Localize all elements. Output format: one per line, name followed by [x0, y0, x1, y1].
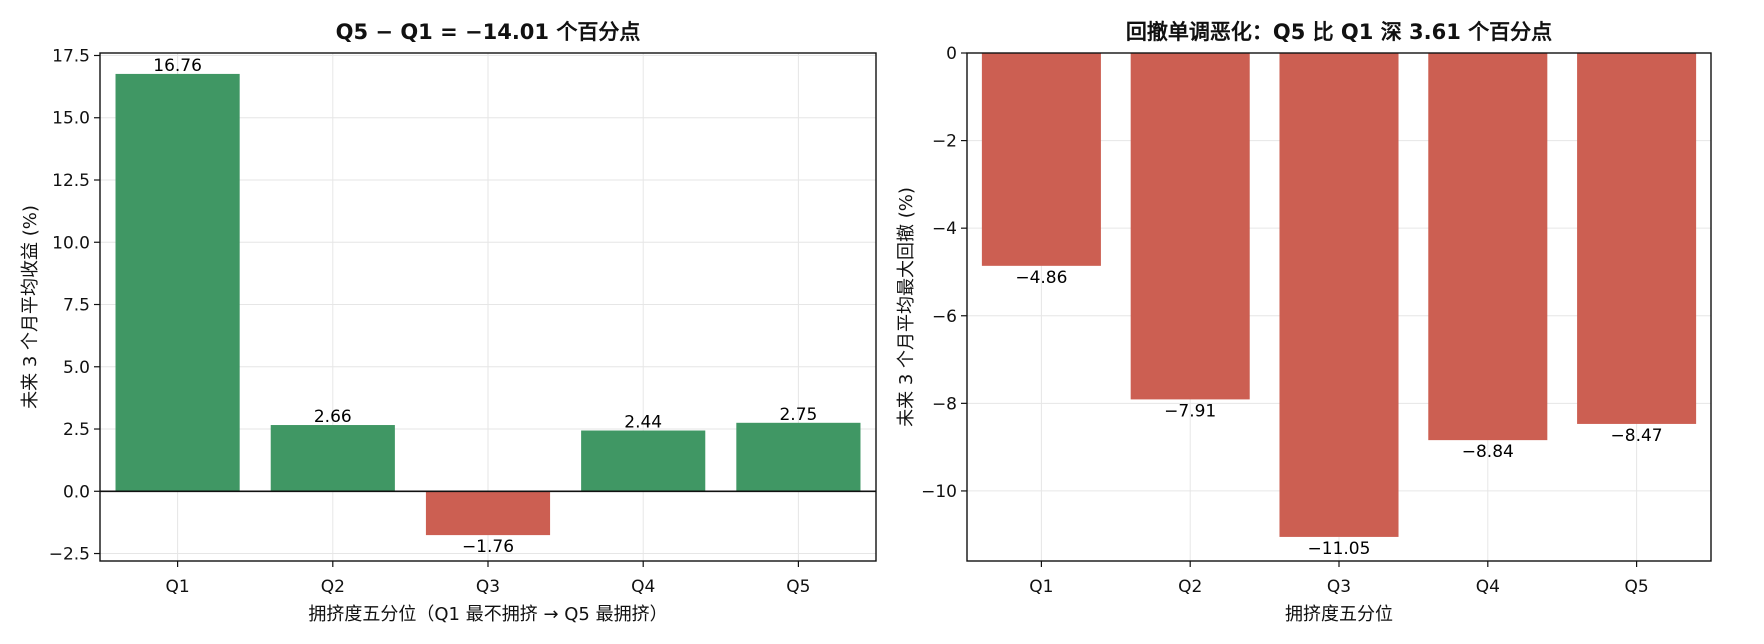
- chart-title: Q5 − Q1 = −14.01 个百分点: [336, 20, 641, 44]
- y-tick-label: 10.0: [52, 233, 90, 253]
- y-axis-label: 未来 3 个月平均收益 (%): [20, 205, 41, 409]
- data-label-q4: −8.84: [1462, 442, 1514, 462]
- chart-title: 回撤单调恶化：Q5 比 Q1 深 3.61 个百分点: [1126, 20, 1552, 44]
- y-tick-label: 7.5: [63, 296, 90, 316]
- y-tick-label: −4: [932, 219, 957, 239]
- data-label-q5: −8.47: [1611, 426, 1663, 446]
- x-tick-label: Q2: [321, 577, 345, 597]
- y-tick-label: 15.0: [52, 109, 90, 129]
- x-tick-label: Q1: [165, 577, 189, 597]
- x-tick-label: Q4: [631, 577, 655, 597]
- data-label-q2: −7.91: [1164, 401, 1216, 421]
- data-label-q3: −11.05: [1308, 539, 1371, 559]
- x-tick-label: Q3: [476, 577, 500, 597]
- bar-q4: [581, 430, 706, 492]
- data-label-q1: −4.86: [1015, 268, 1067, 288]
- y-tick-label: 17.5: [52, 46, 90, 66]
- bar-q5: [736, 422, 861, 492]
- y-tick-label: 0.0: [63, 482, 90, 502]
- x-tick-label: Q2: [1178, 577, 1202, 597]
- y-tick-label: 0: [946, 44, 957, 64]
- x-axis-label: 拥挤度五分位: [1285, 604, 1393, 625]
- y-tick-label: 2.5: [63, 420, 90, 440]
- y-tick-label: 5.0: [63, 358, 90, 378]
- data-label-q4: 2.44: [624, 413, 662, 433]
- bar-q2: [270, 425, 395, 492]
- x-tick-label: Q1: [1029, 577, 1053, 597]
- bar-q3: [425, 491, 551, 536]
- y-tick-label: −2: [932, 132, 957, 152]
- data-label-q3: −1.76: [462, 537, 514, 557]
- y-tick-label: −2.5: [49, 545, 90, 565]
- chart-panel-1: 16.76 2.66 −1.76 2.44 2.75 −2.5 0.0 2.5 5.0 7.5 10…: [20, 20, 877, 625]
- y-axis-label: 未来 3 个月平均最大回撤 (%): [896, 187, 917, 427]
- x-tick-label: Q5: [1624, 577, 1648, 597]
- y-tick-label: 12.5: [52, 171, 90, 191]
- x-tick-label: Q5: [786, 577, 810, 597]
- bar-q2: [1130, 53, 1250, 400]
- x-tick-label: Q3: [1327, 577, 1351, 597]
- bar-q1: [115, 73, 240, 492]
- data-label-q5: 2.75: [779, 405, 817, 425]
- data-label-q1: 16.76: [153, 56, 202, 76]
- x-tick-label: Q4: [1476, 577, 1500, 597]
- bar-q3: [1279, 53, 1399, 537]
- y-tick-label: −8: [932, 394, 957, 414]
- bar-q1: [981, 53, 1101, 266]
- y-tick-label: −6: [932, 307, 957, 327]
- x-axis-label: 拥挤度五分位（Q1 最不拥挤 → Q5 最拥挤）: [308, 604, 667, 625]
- chart-panel-2: −4.86 −7.91 −11.05 −8.84 −8.47 −10 −8 −6 −4 −2 0 Q1…: [896, 20, 1712, 625]
- bar-q5: [1577, 53, 1697, 424]
- y-tick-label: −10: [921, 482, 957, 502]
- bar-q4: [1428, 53, 1548, 441]
- data-label-q2: 2.66: [314, 407, 352, 427]
